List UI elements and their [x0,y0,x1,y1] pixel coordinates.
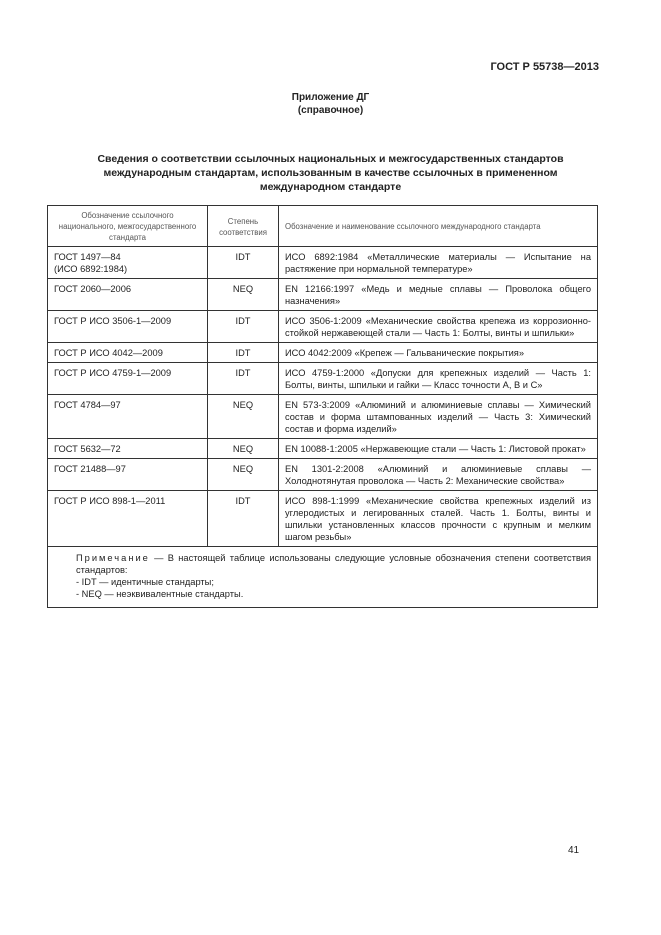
international-standard: ИСО 6892:1984 «Металлические материалы —… [278,246,598,279]
table-row: ГОСТ Р ИСО 3506-1—2009 IDT ИСО 3506-1:2009… [47,310,598,343]
conformity-degree: IDT [207,246,279,279]
column-header: Обозначение ссылочного национального, ме… [47,205,208,247]
international-standard: EN 10088-1:2005 «Нержавеющие стали — Час… [278,438,598,459]
reference-code: ГОСТ 4784—97 [54,400,121,410]
reference-standard: ГОСТ 21488—97 [47,458,208,491]
page-number: 41 [568,845,580,856]
note-label: Примечание [76,553,150,563]
reference-standard: ГОСТ Р ИСО 3506-1—2009 [47,310,208,343]
table-row: ГОСТ 1497—84 (ИСО 6892:1984) IDT ИСО 6892:1… [47,246,598,279]
international-standard: ИСО 4042:2009 «Крепеж — Гальванические п… [278,342,598,363]
international-standard: ИСО 898-1:1999 «Механические свойства кр… [278,490,598,547]
international-standard: EN 1301-2:2008 «Алюминий и алюминиевые с… [278,458,598,491]
conformity-degree: NEQ [207,458,279,491]
conformity-degree: IDT [207,362,279,395]
conformity-degree: IDT [207,342,279,363]
conformity-degree: NEQ [207,394,279,439]
table-note: Примечание — В настоящей таблице использ… [47,546,598,608]
reference-code: ГОСТ Р ИСО 898-1—2011 [54,496,166,506]
table-header-row: Обозначение ссылочного национального, ме… [47,205,598,247]
table-row: ГОСТ Р ИСО 4759-1—2009 IDT ИСО 4759-1:2000… [47,362,598,395]
reference-standard: ГОСТ 4784—97 [47,394,208,439]
reference-standard: ГОСТ Р ИСО 898-1—2011 [47,490,208,547]
reference-code: ГОСТ 21488—97 [54,464,126,474]
column-header: Степень соответствия [207,205,279,247]
table-row: ГОСТ Р ИСО 898-1—2011 IDT ИСО 898-1:1999 «… [47,490,598,547]
reference-standard: ГОСТ 2060—2006 [47,278,208,311]
table-row: ГОСТ Р ИСО 4042—2009 IDT ИСО 4042:2009 «Кр… [47,342,598,363]
reference-code: ГОСТ 1497—84 [54,252,121,262]
reference-standard: ГОСТ Р ИСО 4759-1—2009 [47,362,208,395]
appendix-subtitle: (справочное) [297,105,364,116]
reference-standard: ГОСТ 5632—72 [47,438,208,459]
reference-code: ГОСТ Р ИСО 4759-1—2009 [54,368,172,378]
international-standard: EN 12166:1997 «Медь и медные сплавы — Пр… [278,278,598,311]
reference-code-alt: (ИСО 6892:1984) [54,264,128,274]
conformity-degree: NEQ [207,438,279,459]
appendix-title: Приложение ДГ (справочное) [0,91,661,117]
reference-code: ГОСТ Р ИСО 4042—2009 [54,348,163,358]
international-standard: ИСО 4759-1:2000 «Допуски для крепежных и… [278,362,598,395]
international-standard: ИСО 3506-1:2009 «Механические свойства к… [278,310,598,343]
table-note-row: Примечание — В настоящей таблице использ… [47,546,598,608]
conformity-degree: IDT [207,310,279,343]
column-header: Обозначение и наименование ссылочного ме… [278,205,598,247]
conformity-degree: IDT [207,490,279,547]
reference-code: ГОСТ 5632—72 [54,444,121,454]
table-row: ГОСТ 4784—97 NEQ EN 573-3:2009 «Алюминий и… [47,394,598,439]
table-row: ГОСТ 5632—72 NEQ EN 10088-1:2005 «Нержавею… [47,438,598,459]
reference-code: ГОСТ Р ИСО 3506-1—2009 [54,316,172,326]
table-row: ГОСТ 21488—97 NEQ EN 1301-2:2008 «Алюминий… [47,458,598,491]
note-text: — В настоящей таблице использованы следу… [76,553,591,575]
appendix-label: Приложение ДГ [291,92,370,103]
document-code: ГОСТ Р 55738—2013 [490,61,599,73]
reference-standard: ГОСТ Р ИСО 4042—2009 [47,342,208,363]
conformity-degree: NEQ [207,278,279,311]
note-item: - IDT — идентичные стандарты; [76,577,214,587]
standards-table: Обозначение ссылочного национального, ме… [47,205,598,608]
section-heading: Сведения о соответствии ссылочных национ… [97,153,564,193]
reference-standard: ГОСТ 1497—84 (ИСО 6892:1984) [47,246,208,279]
reference-code: ГОСТ 2060—2006 [54,284,132,294]
table-row: ГОСТ 2060—2006 NEQ EN 12166:1997 «Медь и м… [47,278,598,311]
note-item: - NEQ — неэквивалентные стандарты. [76,589,244,599]
international-standard: EN 573-3:2009 «Алюминий и алюминиевые сп… [278,394,598,439]
